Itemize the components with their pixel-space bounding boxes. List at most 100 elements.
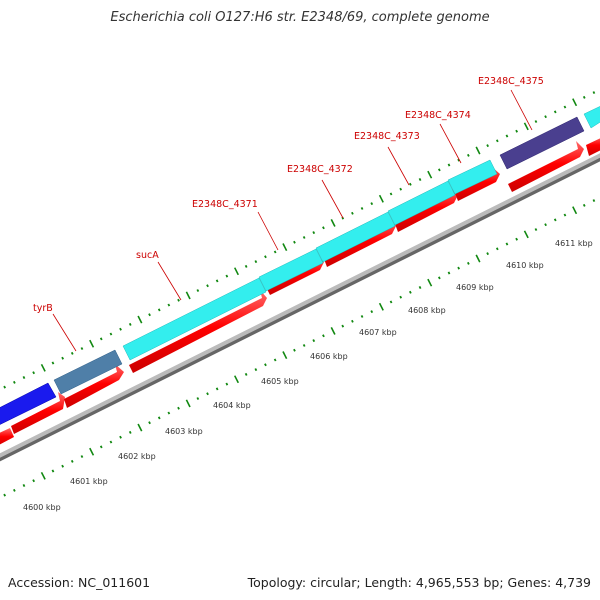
feature-bar[interactable]	[0, 382, 57, 427]
minor-tick	[505, 242, 509, 246]
minor-tick	[534, 120, 538, 124]
minor-tick	[61, 356, 65, 360]
minor-tick	[302, 235, 306, 239]
kbp-label: 4600 kbp	[23, 503, 61, 512]
gene-label-e2348c-4374[interactable]: E2348C_4374	[405, 110, 471, 121]
major-tick	[330, 219, 336, 227]
minor-tick	[389, 192, 393, 196]
major-tick	[378, 302, 384, 311]
minor-tick	[264, 363, 267, 367]
accession-text: Accession: NC_011601	[8, 575, 151, 590]
minor-tick	[254, 368, 258, 372]
cds-arrow[interactable]	[11, 392, 65, 434]
minor-tick	[457, 266, 460, 270]
minor-tick	[360, 206, 364, 210]
gene-label-e2348c-4375[interactable]: E2348C_4375	[478, 76, 544, 87]
minor-tick	[157, 308, 161, 312]
minor-tick	[80, 455, 84, 459]
major-tick	[330, 327, 336, 335]
feature-bar[interactable]	[583, 104, 600, 129]
minor-tick	[360, 314, 364, 318]
minor-tick	[582, 95, 586, 99]
major-tick	[523, 230, 529, 239]
cds-arrow[interactable]	[586, 136, 600, 156]
minor-tick	[418, 177, 422, 182]
minor-tick	[515, 129, 519, 133]
major-tick	[427, 170, 433, 179]
cds-arrow[interactable]	[0, 428, 14, 447]
minor-tick	[408, 182, 412, 186]
leader-line	[257, 211, 279, 251]
map-title: Escherichia coli O127:H6 str. E2348/69, …	[110, 10, 490, 25]
minor-tick	[3, 493, 6, 497]
minor-tick	[438, 168, 441, 172]
feature-bar[interactable]	[258, 248, 324, 292]
minor-tick	[418, 285, 422, 290]
leader-line	[321, 179, 344, 219]
minor-tick	[225, 382, 229, 386]
gene-label-e2348c-4371[interactable]: E2348C_4371	[192, 199, 258, 210]
minor-tick	[370, 310, 374, 314]
leader-line	[52, 313, 77, 352]
feature-bar[interactable]	[499, 116, 585, 170]
cds-arrow[interactable]	[129, 290, 267, 373]
minor-tick	[206, 284, 209, 288]
kbp-label: 4609 kbp	[456, 283, 494, 292]
kbp-label: 4611 kbp	[555, 239, 593, 248]
minor-tick	[167, 303, 171, 307]
minor-tick	[341, 324, 345, 328]
cds-arrow[interactable]	[64, 364, 124, 408]
feature-bar[interactable]	[387, 180, 456, 226]
feature-bar[interactable]	[53, 349, 123, 395]
major-tick	[572, 206, 578, 215]
cds-arrow[interactable]	[508, 141, 584, 192]
minor-tick	[534, 228, 538, 232]
gene-label-tyrB[interactable]: tyrB	[33, 303, 53, 314]
feature-bar[interactable]	[315, 211, 396, 263]
minor-tick	[254, 260, 258, 264]
topology-summary-text: Topology: circular; Length: 4,965,553 bp…	[247, 575, 591, 590]
minor-tick	[408, 290, 412, 294]
minor-tick	[322, 226, 325, 230]
minor-tick	[99, 337, 103, 341]
gene-labels: tyrB sucA E2348C_4371 E2348C_4372 E2348C…	[33, 76, 544, 314]
gene-label-e2348c-4372[interactable]: E2348C_4372	[287, 164, 353, 175]
minor-tick	[51, 361, 55, 365]
feature-bar[interactable]	[447, 159, 498, 195]
major-tick	[233, 267, 240, 276]
gene-label-e2348c-4373[interactable]: E2348C_4373	[354, 131, 420, 142]
kbp-label: 4603 kbp	[165, 427, 203, 436]
minor-tick	[109, 332, 113, 336]
kbp-label: 4602 kbp	[118, 452, 156, 461]
minor-tick	[22, 483, 26, 488]
gene-label-leaders	[52, 89, 533, 352]
minor-tick	[167, 411, 171, 415]
minor-tick	[119, 435, 122, 439]
leader-line	[439, 123, 462, 164]
feature-ring	[0, 104, 600, 427]
major-tick	[523, 122, 529, 131]
minor-tick	[312, 231, 316, 235]
minor-tick	[99, 445, 103, 449]
kbp-label: 4601 kbp	[70, 477, 108, 486]
major-tick	[427, 278, 433, 287]
cds-ring	[0, 136, 600, 447]
minor-tick	[486, 144, 489, 148]
minor-tick	[467, 261, 470, 265]
minor-tick	[177, 298, 180, 302]
major-tick	[572, 98, 578, 107]
kbp-label: 4610 kbp	[506, 261, 544, 270]
major-tick	[282, 243, 288, 252]
minor-tick	[322, 334, 325, 338]
feature-bar[interactable]	[122, 277, 267, 361]
minor-tick	[563, 213, 567, 217]
minor-tick	[61, 464, 65, 468]
minor-tick	[467, 153, 470, 157]
minor-tick	[215, 387, 219, 391]
gene-label-sucA[interactable]: sucA	[136, 250, 159, 261]
minor-tick	[389, 300, 393, 304]
minor-tick	[244, 264, 248, 268]
minor-tick	[13, 380, 16, 384]
minor-tick	[399, 187, 403, 191]
